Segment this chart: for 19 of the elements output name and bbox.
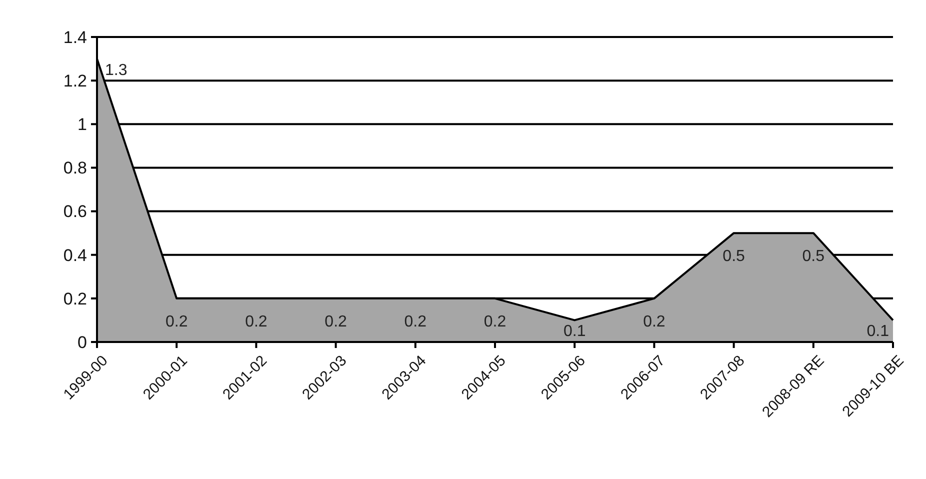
data-label: 0.2	[324, 313, 348, 330]
y-tick-label: 1	[78, 115, 87, 134]
data-label: 0.2	[165, 313, 188, 330]
y-tick-label: 1.2	[63, 72, 87, 91]
data-label: 0.1	[866, 323, 890, 340]
data-label: 0.2	[484, 313, 506, 330]
y-tick-label: 0.2	[63, 289, 87, 308]
y-tick-label: 0.4	[63, 246, 87, 265]
data-label: 0.2	[404, 313, 427, 330]
data-label: 0.2	[245, 313, 268, 330]
data-label: 0.1	[563, 323, 586, 340]
y-tick-label: 0	[78, 332, 87, 352]
y-tick-label: 0.6	[63, 202, 87, 222]
data-label: 0.5	[722, 248, 746, 266]
data-label: 1.3	[105, 62, 128, 79]
y-tick-label: 1.4	[63, 28, 87, 47]
data-label: 0.5	[802, 248, 825, 266]
data-label: 0.2	[643, 313, 666, 330]
y-tick-label: 0.8	[63, 158, 87, 178]
